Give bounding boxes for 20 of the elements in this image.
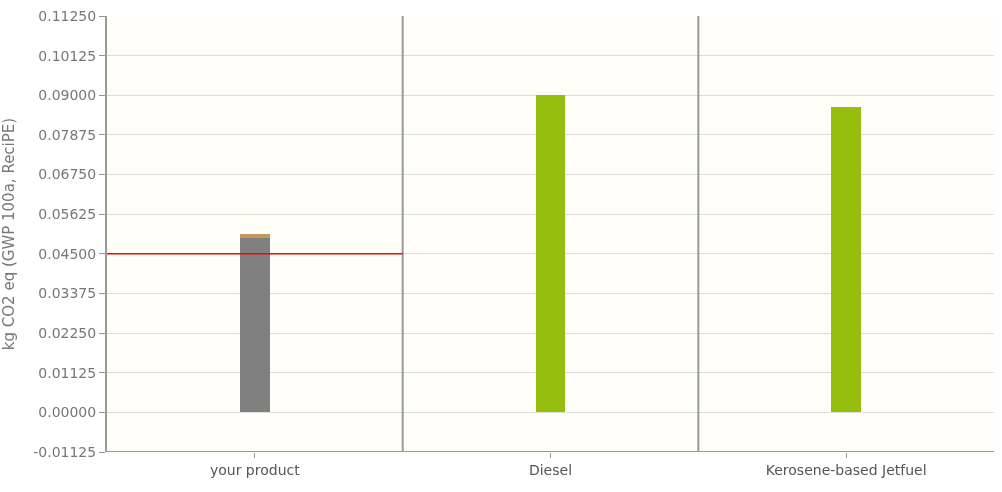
y-tick-label: -0.01125: [33, 443, 97, 460]
bar: [240, 234, 270, 239]
y-tick-label: 0.06750: [38, 166, 97, 183]
y-tick-label: 0.04500: [38, 245, 97, 262]
y-tick-label: 0.10125: [38, 47, 97, 64]
x-tick-label: Diesel: [528, 461, 573, 478]
y-tick-label: 0.05625: [38, 206, 97, 223]
y-tick-label: 0.03375: [38, 285, 97, 302]
y-tick-label: 0.09000: [38, 87, 97, 104]
bar: [831, 106, 861, 413]
x-tick-label: your product: [209, 461, 301, 478]
y-axis-title: kg CO2 eq (GWP 100a, ReciPE): [0, 117, 18, 351]
x-tick-label: Kerosene-based Jetfuel: [765, 461, 927, 478]
y-tick-label: 0.02250: [38, 324, 97, 341]
y-tick-label: 0.11250: [38, 7, 97, 24]
y-tick-label: 0.00000: [38, 404, 97, 421]
bar: [240, 238, 270, 413]
y-tick-label: 0.07875: [38, 126, 97, 143]
y-tick-label: 0.01125: [38, 364, 97, 381]
bar: [535, 95, 566, 413]
